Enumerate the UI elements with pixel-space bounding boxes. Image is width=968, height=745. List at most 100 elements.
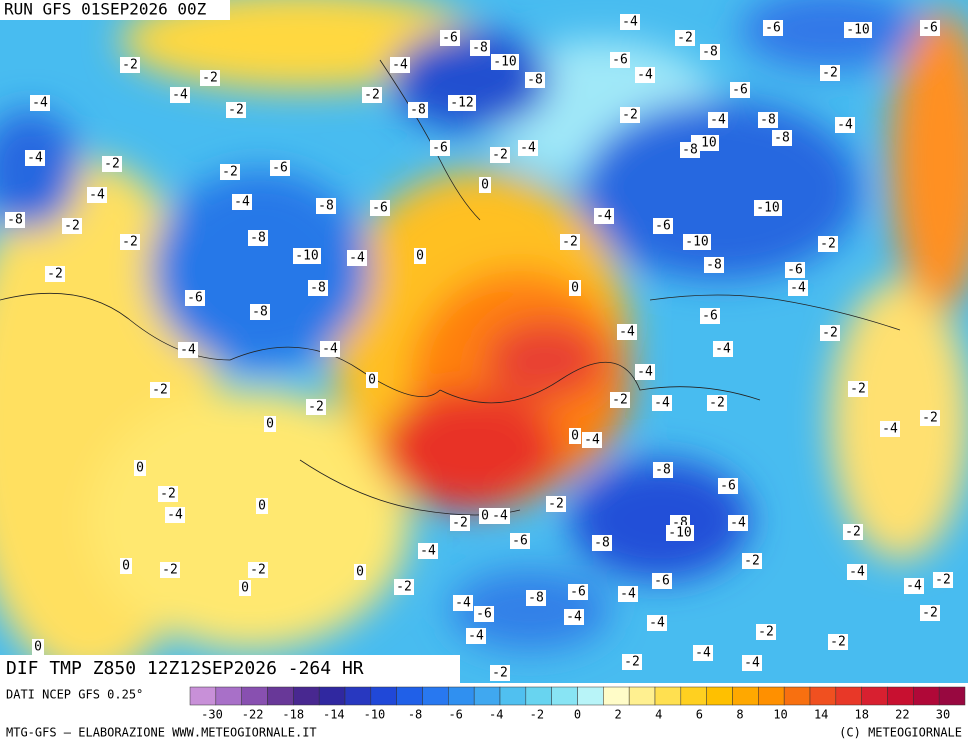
- contour-label: 0: [368, 373, 376, 388]
- colorbar-swatch: [473, 686, 501, 706]
- contour-label-box: [354, 564, 366, 580]
- contour-label-box: [62, 218, 82, 234]
- contour-label-box: [920, 605, 940, 621]
- contour-label-box: [160, 562, 180, 578]
- contour-label-box: [165, 507, 185, 523]
- contour-label-box: [718, 478, 738, 494]
- contour-label-box: [618, 586, 638, 602]
- contour-label-box: [232, 194, 252, 210]
- contour-label-box: [758, 112, 778, 128]
- colorbar: -30 -22 -18 -14 -10 -8 -6 -4 -2 0 2 4 6 8 10 14 18 22 30: [189, 686, 966, 722]
- contour-label-box: [450, 515, 470, 531]
- contour-label: -4: [32, 96, 48, 111]
- contour-label: -8: [682, 143, 698, 158]
- contour-label-box: [239, 580, 251, 596]
- contour-label: -6: [372, 201, 388, 216]
- contour-label-box: [713, 341, 733, 357]
- contour-label-box: [680, 142, 700, 158]
- contour-label: -4: [790, 281, 806, 296]
- colorbar-swatch: [396, 686, 423, 706]
- contour-label-box: [45, 266, 65, 282]
- contour-label: -8: [410, 103, 426, 118]
- contour-label-box: [440, 30, 460, 46]
- contour-label: -12: [450, 96, 473, 111]
- contour-label: -6: [187, 291, 203, 306]
- colorbar-swatch: [422, 686, 449, 706]
- contour-label-box: [248, 562, 268, 578]
- contour-label: -2: [845, 525, 861, 540]
- contour-label-box: [185, 290, 205, 306]
- contour-label-box: [622, 654, 642, 670]
- contour-label: -2: [822, 326, 838, 341]
- contour-label-box: [594, 208, 614, 224]
- contour-label-box: [828, 634, 848, 650]
- contour-label: -2: [830, 635, 846, 650]
- contour-label: -6: [612, 53, 628, 68]
- contour-label-box: [652, 573, 672, 589]
- colorbar-tick-label: 30: [936, 708, 950, 722]
- contour-label: -6: [655, 219, 671, 234]
- contour-label-box: [693, 645, 713, 661]
- contour-label-box: [920, 410, 940, 426]
- contour-label: -6: [442, 31, 458, 46]
- colorbar-tick-label: -2: [530, 708, 544, 722]
- contour-label: -4: [622, 15, 638, 30]
- contour-label: -10: [295, 249, 318, 264]
- header-box: [0, 0, 230, 20]
- contour-label: -4: [27, 151, 43, 166]
- contour-label: -8: [318, 199, 334, 214]
- contour-label: -4: [392, 58, 408, 73]
- contour-label: -4: [520, 141, 536, 156]
- contour-label: -4: [654, 396, 670, 411]
- contour-label-box: [704, 257, 724, 273]
- contour-label: -10: [685, 235, 708, 250]
- contour-label-box: [568, 584, 588, 600]
- contour-label-box: [818, 236, 838, 252]
- contour-label: -8: [527, 73, 543, 88]
- contour-label: -2: [622, 108, 638, 123]
- contour-label-box: [683, 234, 711, 250]
- contour-label-box: [592, 535, 612, 551]
- colorbar-swatch: [887, 686, 914, 706]
- contour-label: -2: [160, 487, 176, 502]
- contour-label: -2: [709, 396, 725, 411]
- contour-label-box: [448, 95, 476, 111]
- contour-label-box: [320, 341, 340, 357]
- contour-label-box: [347, 250, 367, 266]
- contour-label-box: [933, 572, 953, 588]
- contour-label-box: [617, 324, 637, 340]
- contour-label-box: [474, 606, 494, 622]
- contour-label: -4: [420, 544, 436, 559]
- contour-label: 0: [266, 417, 274, 432]
- contour-label-box: [820, 325, 840, 341]
- contour-label: -10: [493, 55, 516, 70]
- contour-label: -6: [720, 479, 736, 494]
- colorbar-tick-label: -4: [489, 708, 503, 722]
- contour-label-box: [470, 40, 490, 56]
- contour-label-box: [820, 65, 840, 81]
- colorbar-swatch: [241, 686, 268, 706]
- contour-label: -4: [715, 342, 731, 357]
- contour-label: -10: [668, 526, 691, 541]
- contour-label: -6: [702, 309, 718, 324]
- contour-label: -2: [758, 625, 774, 640]
- contour-label-box: [170, 87, 190, 103]
- contour-label: -6: [272, 161, 288, 176]
- contour-label-box: [652, 395, 672, 411]
- contour-label-box: [785, 262, 805, 278]
- contour-label-box: [620, 107, 640, 123]
- contour-label-box: [653, 462, 673, 478]
- contour-label: -4: [492, 509, 508, 524]
- contour-label: -2: [548, 497, 564, 512]
- contour-label: 0: [356, 565, 364, 580]
- contour-label: -4: [744, 656, 760, 671]
- contour-label-box: [248, 230, 268, 246]
- contour-label-box: [880, 421, 900, 437]
- contour-label-box: [30, 95, 50, 111]
- contour-label-box: [526, 590, 546, 606]
- contour-labels: -4 -2 -6 -10 -6 -6 -8 -10 -8 -6 -4 -8 -2 -2 -4 -4 -2 -4 -2…: [5, 14, 953, 681]
- contour-label-box: [479, 508, 491, 524]
- contour-label: -8: [760, 113, 776, 128]
- contour-label-box: [546, 496, 566, 512]
- contour-label: -2: [677, 31, 693, 46]
